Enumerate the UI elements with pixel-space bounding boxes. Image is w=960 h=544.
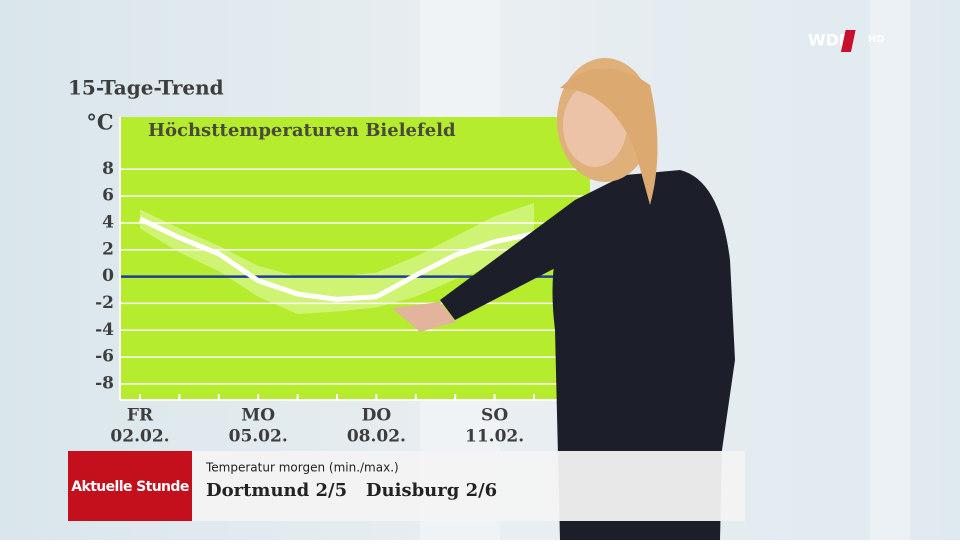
presenter-arm — [440, 200, 590, 320]
presenter-hair — [560, 68, 658, 205]
y-tick-label: 4 — [102, 212, 114, 232]
logo-mark — [840, 30, 856, 52]
logo-suffix: HD — [868, 34, 885, 45]
x-tick-label: 08.02. — [347, 427, 406, 447]
logo: WDR — [808, 31, 851, 50]
header-title: 15-Tage-Trend — [68, 76, 224, 100]
x-tick-weekday: MO — [241, 406, 275, 426]
y-tick-label: -8 — [95, 373, 114, 393]
lower-third-caption: Temperatur morgen (min./max.) — [205, 461, 399, 475]
temperature-line — [138, 216, 535, 302]
presenter-hand — [392, 302, 456, 332]
y-tick-label: 6 — [102, 186, 114, 206]
x-tick-label: 02.02. — [110, 427, 169, 447]
y-axis-label: °C — [86, 110, 113, 135]
presenter — [392, 58, 735, 540]
x-tick-weekday: SO — [481, 406, 508, 426]
y-tick-label: -2 — [95, 293, 114, 313]
lower-third-text: Dortmund 2/5 Duisburg 2/6 — [206, 480, 497, 501]
y-tick-label: 8 — [102, 159, 114, 179]
uncertainty-band — [140, 202, 534, 315]
show-badge — [68, 451, 192, 521]
studio-panel — [870, 0, 910, 540]
x-tick-label: 11.02. — [465, 427, 524, 447]
x-tick-weekday: DO — [362, 406, 392, 426]
lower-third-panel — [192, 451, 745, 521]
presenter-body — [552, 170, 735, 540]
y-tick-label: -4 — [95, 320, 114, 340]
x-tick-weekday: FR — [127, 406, 154, 426]
y-tick-label: -6 — [95, 347, 114, 367]
y-tick-label: 0 — [102, 266, 114, 286]
x-tick-label: 05.02. — [229, 427, 288, 447]
chart-title: Höchsttemperaturen Bielefeld — [148, 120, 456, 141]
show-name: Aktuelle Stunde — [71, 479, 189, 495]
y-tick-label: 2 — [102, 239, 114, 259]
